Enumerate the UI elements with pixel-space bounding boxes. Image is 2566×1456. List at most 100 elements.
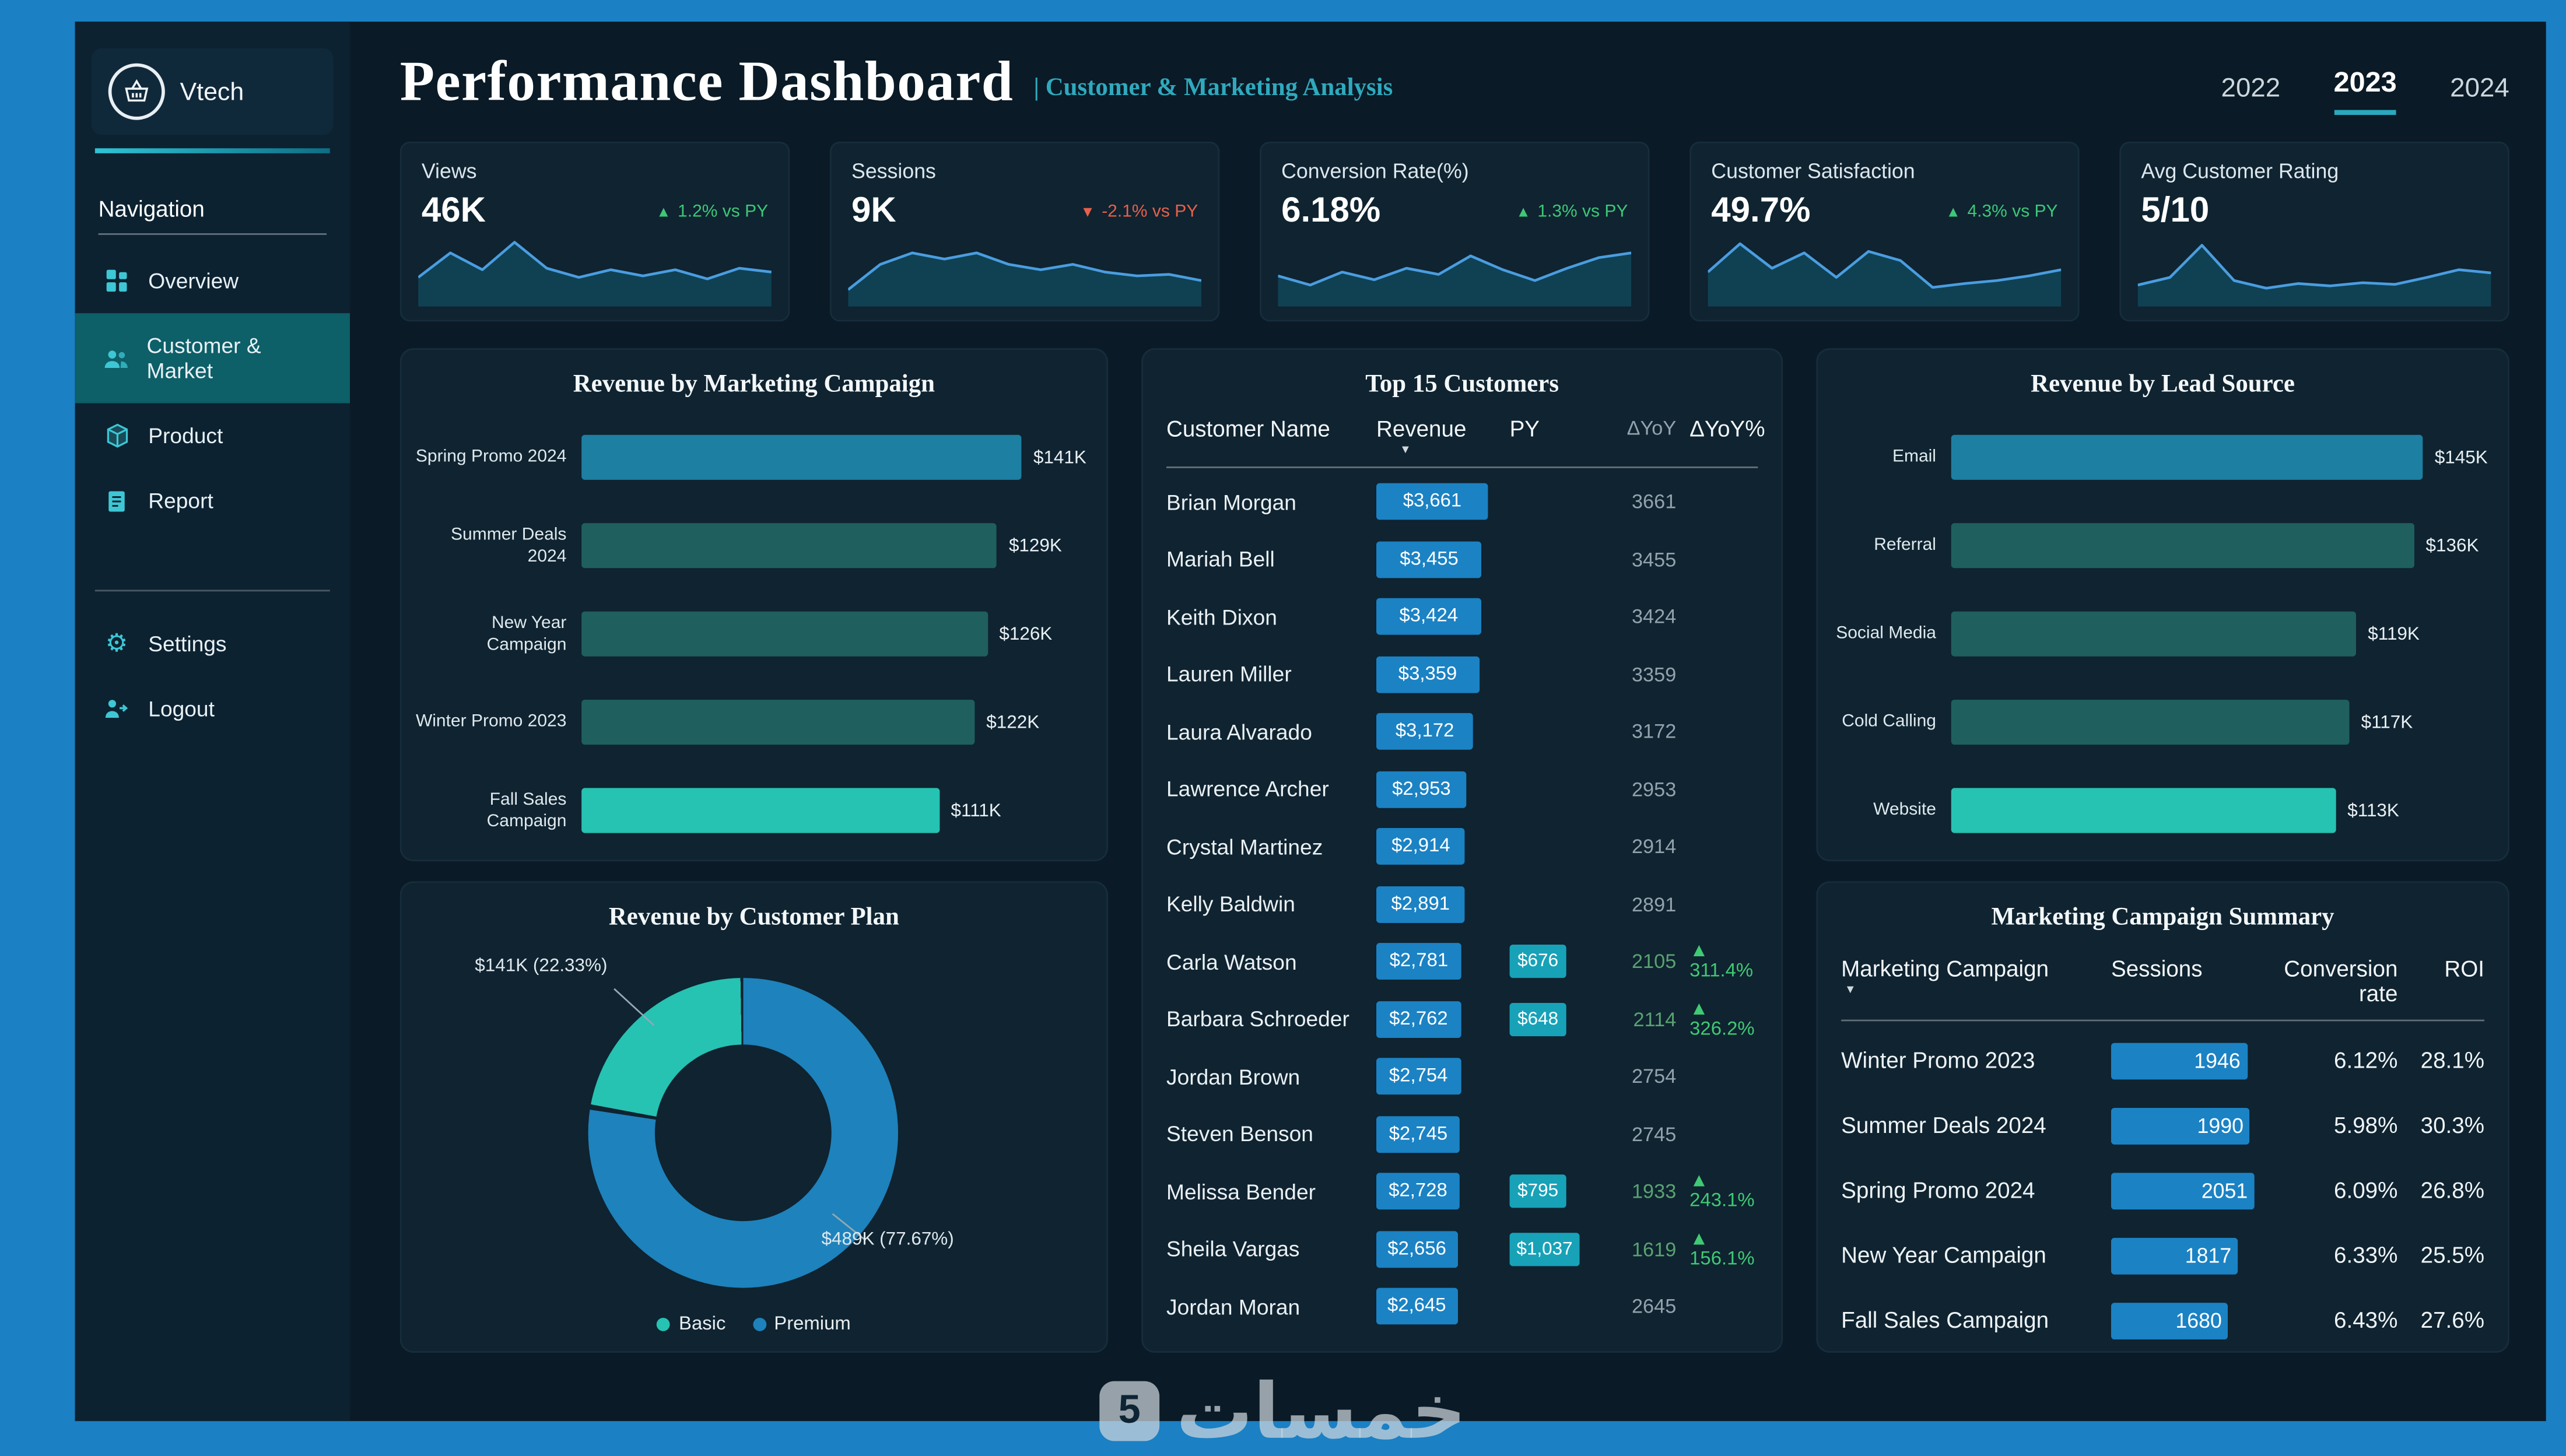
conversion-value: 6.43% — [2334, 1307, 2398, 1333]
bar-row: Fall Sales Campaign $111K — [415, 766, 1086, 854]
column-header-revenue[interactable]: Revenue ▼ — [1376, 416, 1510, 457]
bar-row: New Year Campaign $126K — [415, 590, 1086, 678]
bar-winter-promo-2023[interactable] — [581, 699, 975, 745]
kpi-delta: ▲ 4.3% vs PY — [1946, 202, 2058, 222]
customer-name: Sheila Vargas — [1166, 1236, 1300, 1262]
summary-table-header: Marketing Campaign ▼ Sessions Conversion… — [1841, 956, 2484, 1022]
plan-chart-title: Revenue by Customer Plan — [608, 904, 899, 932]
kpi-label: Customer Satisfaction — [1711, 160, 1915, 184]
column-header-sessions[interactable]: Sessions — [2111, 956, 2203, 981]
customer-name: Mariah Bell — [1166, 546, 1275, 572]
revenue-bar[interactable]: $2,656 — [1376, 1230, 1458, 1268]
revenue-bar[interactable]: $2,953 — [1376, 771, 1467, 808]
bar-value-label: $136K — [2425, 535, 2479, 556]
basket-icon — [108, 63, 165, 120]
column-header-customer-name[interactable]: Customer Name — [1166, 416, 1330, 442]
revenue-bar[interactable]: $2,762 — [1376, 1001, 1461, 1038]
sessions-bar[interactable]: 1946 — [2111, 1042, 2248, 1079]
bar-label: Social Media — [1836, 623, 1936, 644]
bar-value-label: $141K — [1033, 447, 1086, 468]
bar-summer-deals-2024[interactable] — [581, 523, 997, 569]
sessions-cell: 1817 — [2111, 1237, 2255, 1274]
tab-2022[interactable]: 2022 — [2221, 75, 2281, 104]
gear-icon: ⚙ — [105, 629, 128, 658]
yoy-value: 2114 — [1633, 1007, 1677, 1031]
revenue-bar[interactable]: $2,781 — [1376, 943, 1461, 980]
revenue-bar[interactable]: $3,172 — [1376, 713, 1474, 750]
revenue-bar[interactable]: $2,914 — [1376, 828, 1466, 865]
sidebar-item-settings[interactable]: ⚙ Settings — [75, 612, 350, 676]
table-row: Lauren Miller $3,359 3359 — [1166, 645, 1758, 703]
revenue-bar[interactable]: $2,728 — [1376, 1173, 1460, 1210]
yoy-value: 2914 — [1631, 835, 1677, 859]
bar-track: $122K — [581, 699, 1086, 745]
bar-cold-calling[interactable] — [1951, 699, 2350, 745]
column-header-roi[interactable]: ROI — [2444, 956, 2484, 981]
table-row: Mariah Bell $3,455 3455 — [1166, 531, 1758, 588]
bar-website[interactable] — [1951, 788, 2336, 833]
table-row: Jordan Brown $2,754 2754 — [1166, 1048, 1758, 1106]
revenue-bar[interactable]: $3,455 — [1376, 541, 1482, 578]
revenue-bar[interactable]: $3,359 — [1376, 655, 1480, 693]
bar-new-year-campaign[interactable] — [581, 611, 988, 657]
year-tabs: 2022 2023 2024 — [2221, 66, 2509, 115]
revenue-bar[interactable]: $2,645 — [1376, 1288, 1457, 1325]
py-bar[interactable]: $795 — [1509, 1174, 1566, 1209]
kpi-label: Avg Customer Rating — [2141, 160, 2339, 184]
revenue-bar[interactable]: $2,745 — [1376, 1115, 1460, 1153]
bar-track: $129K — [581, 523, 1086, 569]
sidebar-item-overview[interactable]: Overview — [75, 248, 350, 313]
bar-email[interactable] — [1951, 434, 2423, 480]
summary-rows: Winter Promo 2023 1946 6.12% 28.1% Summer De… — [1841, 1028, 2484, 1353]
customer-name: Crystal Martinez — [1166, 834, 1323, 859]
column-header-py[interactable]: PY — [1509, 416, 1540, 442]
column-header-yoy[interactable]: ΔYoY — [1626, 416, 1677, 440]
legend-item-premium[interactable]: Premium — [752, 1314, 851, 1335]
column-header-marketing-campaign-label: Marketing Campaign — [1841, 956, 2049, 981]
column-header-marketing-campaign[interactable]: Marketing Campaign ▼ — [1841, 956, 2111, 997]
sessions-bar[interactable]: 1990 — [2111, 1107, 2250, 1144]
bar-row: Email $145K — [1831, 413, 2488, 501]
kpi-value-row: 5/10 — [2141, 192, 2487, 232]
kpi-label: Conversion Rate(%) — [1281, 160, 1469, 184]
tab-2023[interactable]: 2023 — [2333, 66, 2397, 115]
bar-track: $111K — [581, 788, 1086, 833]
watermark: 5 خمسات — [1099, 1373, 1467, 1450]
bar-fall-sales-campaign[interactable] — [581, 788, 940, 833]
revenue-bar[interactable]: $2,754 — [1376, 1058, 1461, 1095]
bar-spring-promo-2024[interactable] — [581, 434, 1022, 480]
kpi-label: Views — [421, 160, 477, 184]
legend-item-basic[interactable]: Basic — [657, 1314, 725, 1335]
kpi-label: Sessions — [851, 160, 936, 184]
sidebar-item-customer-market[interactable]: Customer & Market — [75, 313, 350, 404]
revenue-bar[interactable]: $3,661 — [1376, 483, 1488, 521]
page-title: Performance Dashboard — [399, 51, 1014, 114]
py-bar[interactable]: $1,037 — [1509, 1232, 1580, 1266]
sidebar-item-logout[interactable]: Logout — [75, 676, 350, 741]
sessions-bar[interactable]: 1817 — [2111, 1237, 2238, 1274]
py-bar[interactable]: $648 — [1509, 1002, 1566, 1036]
column-header-conversion-rate[interactable]: Conversion rate — [2284, 956, 2398, 1006]
bar-referral[interactable] — [1951, 523, 2414, 569]
bar-social-media[interactable] — [1951, 611, 2357, 657]
kpi-sparkline — [418, 241, 772, 307]
grid-icon — [101, 268, 131, 293]
tab-2024[interactable]: 2024 — [2450, 75, 2509, 104]
plan-donut[interactable] — [588, 978, 898, 1288]
py-bar[interactable]: $676 — [1509, 945, 1566, 978]
sort-descending-icon: ▼ — [1844, 984, 1856, 997]
revenue-bar[interactable]: $3,424 — [1376, 598, 1481, 636]
revenue-cell: $3,172 — [1376, 713, 1510, 750]
roi-value: 28.1% — [2420, 1048, 2484, 1073]
table-row: Steven Benson $2,745 2745 — [1166, 1106, 1758, 1163]
bar-track: $141K — [581, 434, 1086, 480]
column-header-yoy-pct[interactable]: ΔYoY% — [1689, 416, 1765, 442]
sidebar-item-product[interactable]: Product — [75, 403, 350, 468]
bar-track: $119K — [1951, 611, 2488, 657]
kpi-delta-text: 1.3% vs PY — [1537, 201, 1628, 222]
sessions-bar[interactable]: 1680 — [2111, 1301, 2229, 1339]
revenue-bar[interactable]: $2,891 — [1376, 886, 1465, 923]
sessions-bar[interactable]: 2051 — [2111, 1171, 2255, 1209]
sidebar-item-report[interactable]: Report — [75, 468, 350, 533]
